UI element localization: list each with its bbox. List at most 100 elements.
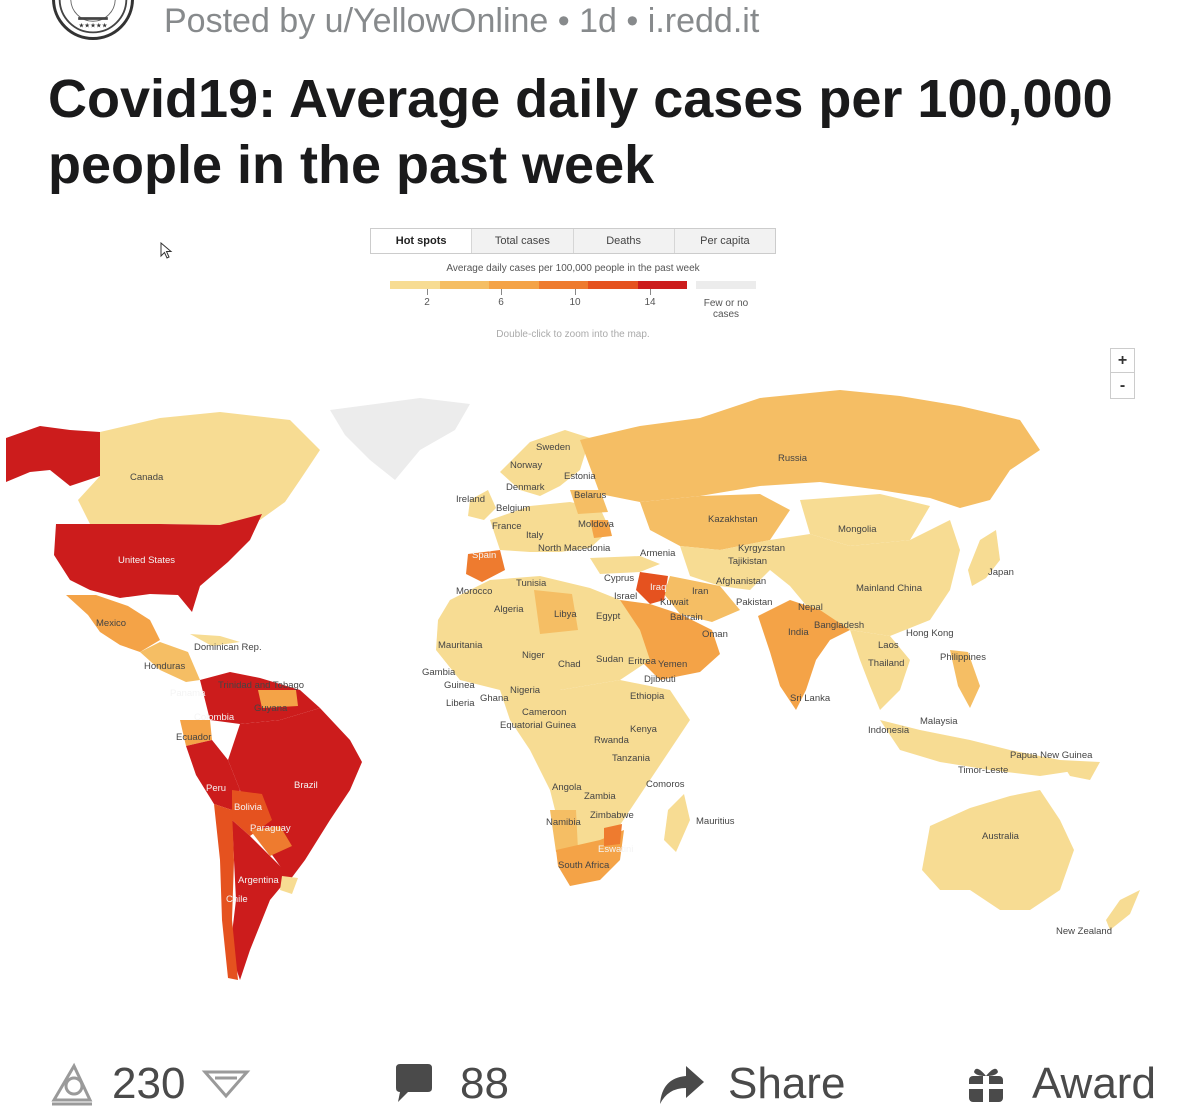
tab-per-capita[interactable]: Per capita	[700, 235, 750, 247]
post-title[interactable]: Covid19: Average daily cases per 100,000…	[48, 69, 1113, 195]
legend-color-scale	[390, 281, 687, 289]
region-central-asia	[680, 540, 770, 590]
country-label: Pakistan	[736, 597, 772, 608]
legend-tick	[575, 289, 576, 295]
region-western-europe	[490, 502, 610, 552]
country-label: Namibia	[546, 817, 582, 828]
country-argentina	[230, 820, 290, 980]
country-label: Afghanistan	[716, 576, 766, 587]
country-label: Ireland	[456, 494, 485, 505]
share-arrow-icon	[660, 1066, 704, 1104]
country-label: Japan	[988, 567, 1014, 578]
country-label: Chile	[226, 894, 248, 905]
country-label: Belarus	[574, 490, 606, 501]
country-ireland-uk	[468, 490, 496, 520]
legend-tick	[650, 289, 651, 295]
country-label: Israel	[614, 591, 637, 602]
country-label: Chad	[558, 659, 581, 670]
country-label: Eritrea	[628, 656, 657, 667]
tab-deaths[interactable]: Deaths	[574, 229, 675, 253]
country-label: Libya	[554, 609, 577, 620]
gift-icon	[969, 1068, 1003, 1102]
country-label: Thailand	[868, 658, 904, 669]
country-indonesia	[880, 720, 1080, 776]
tab-hot-spots[interactable]: Hot spots	[371, 229, 473, 253]
country-label: Mauritius	[696, 816, 735, 827]
country-label: Kuwait	[660, 597, 689, 608]
country-label: North Macedonia	[538, 543, 611, 554]
country-label: Moldova	[578, 519, 615, 530]
country-label: Ethiopia	[630, 691, 665, 702]
country-label: Ghana	[480, 693, 509, 704]
country-namibia	[550, 810, 578, 852]
zoom-in-button[interactable]: +	[1110, 348, 1135, 373]
country-label: India	[788, 627, 809, 638]
country-japan	[968, 530, 1000, 586]
upvote-sextant-icon[interactable]	[44, 1056, 100, 1112]
zoom-controls: + -	[1110, 348, 1135, 400]
country-label: Iran	[692, 586, 708, 597]
country-spain	[466, 550, 505, 582]
country-label: Argentina	[238, 875, 279, 886]
zoom-out-button[interactable]: -	[1110, 373, 1135, 399]
comments-button[interactable]: 88	[392, 1056, 509, 1112]
subreddit-avatar[interactable]: ★★★★★	[52, 0, 134, 40]
legend-tick-label: 14	[644, 297, 656, 308]
vote-area: 230	[44, 1056, 251, 1112]
country-label: Papua New Guinea	[1010, 750, 1093, 761]
region-southeast-asia	[850, 630, 910, 710]
post-author[interactable]: Posted by u/YellowOnline	[164, 2, 549, 40]
downvote-icon[interactable]	[201, 1064, 251, 1104]
country-label: Iraq	[650, 582, 666, 593]
post-domain[interactable]: i.redd.it	[647, 2, 760, 40]
svg-text:★★★★★: ★★★★★	[79, 23, 108, 30]
country-label: Cyprus	[604, 573, 634, 584]
country-label: Tanzania	[612, 753, 651, 764]
tab-total-cases[interactable]: Total cases	[472, 229, 574, 253]
post-image[interactable]: Hot spots Total cases Deaths Per capita …	[0, 210, 1200, 1040]
share-button[interactable]: Share	[656, 1056, 845, 1112]
country-paraguay	[250, 826, 292, 856]
world-map[interactable]: Canada United States Mexico Honduras Dominic…	[0, 390, 1200, 990]
country-label: Indonesia	[868, 725, 910, 736]
meta-separator: •	[557, 2, 570, 40]
legend-swatch	[489, 281, 539, 289]
country-label: Timor-Leste	[958, 765, 1008, 776]
country-madagascar	[664, 794, 690, 852]
country-label: Armenia	[640, 548, 676, 559]
country-mexico	[66, 595, 160, 652]
legend-swatch	[588, 281, 638, 289]
legend-tick	[501, 289, 502, 295]
country-label: Trinidad and Tobago	[218, 680, 304, 691]
country-label: Bangladesh	[814, 620, 864, 631]
country-label: Kenya	[630, 724, 658, 735]
post-meta: Posted by u/YellowOnline • 1d • i.redd.i…	[164, 2, 759, 41]
country-label: South Africa	[558, 860, 610, 871]
legend-swatch	[637, 281, 687, 289]
country-label: Niger	[522, 650, 545, 661]
country-label: Colombia	[194, 712, 235, 723]
subreddit-logo-icon: ★★★★★	[58, 0, 128, 34]
country-label: Guinea	[444, 680, 475, 691]
country-label: Gambia	[422, 667, 456, 678]
country-label: Nepal	[798, 602, 823, 613]
country-label: Norway	[510, 460, 542, 471]
country-philippines	[950, 650, 980, 708]
legend-no-data-swatch	[696, 281, 756, 289]
country-label: Eswatini	[598, 844, 633, 855]
country-label: Dominican Rep.	[194, 642, 262, 653]
country-label: Rwanda	[594, 735, 630, 746]
legend-tick-label: 2	[424, 297, 430, 308]
award-button[interactable]: Award	[966, 1056, 1156, 1112]
country-label: Bahrain	[670, 612, 703, 623]
country-label: Panama	[170, 688, 206, 699]
country-canada	[78, 412, 320, 525]
country-russia	[580, 390, 1040, 508]
country-chile	[214, 804, 238, 980]
country-belarus	[570, 490, 608, 514]
legend-caption: Average daily cases per 100,000 people i…	[446, 263, 700, 274]
country-label: Equatorial Guinea	[500, 720, 577, 731]
country-label: France	[492, 521, 522, 532]
country-label: Spain	[472, 550, 496, 561]
country-label: Paraguay	[250, 823, 291, 834]
